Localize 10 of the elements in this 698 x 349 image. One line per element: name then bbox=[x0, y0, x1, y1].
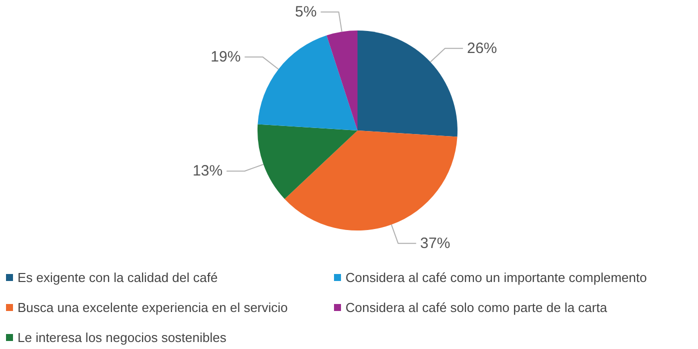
data-label: 19% bbox=[210, 48, 241, 66]
data-label: 5% bbox=[295, 3, 317, 20]
legend-label: Considera al café como un importante complemento bbox=[346, 270, 647, 285]
legend-label: Le interesa los negocios sostenibles bbox=[18, 330, 227, 345]
legend-label: Busca una excelente experiencia en el servicio bbox=[18, 300, 288, 315]
data-label: 26% bbox=[466, 40, 498, 57]
legend-label: Considera al café solo como parte de la carta bbox=[346, 300, 608, 315]
data-label: 37% bbox=[420, 234, 450, 252]
data-label: 13% bbox=[192, 162, 223, 180]
legend-label: Es exigente con la calidad del café bbox=[18, 270, 218, 285]
